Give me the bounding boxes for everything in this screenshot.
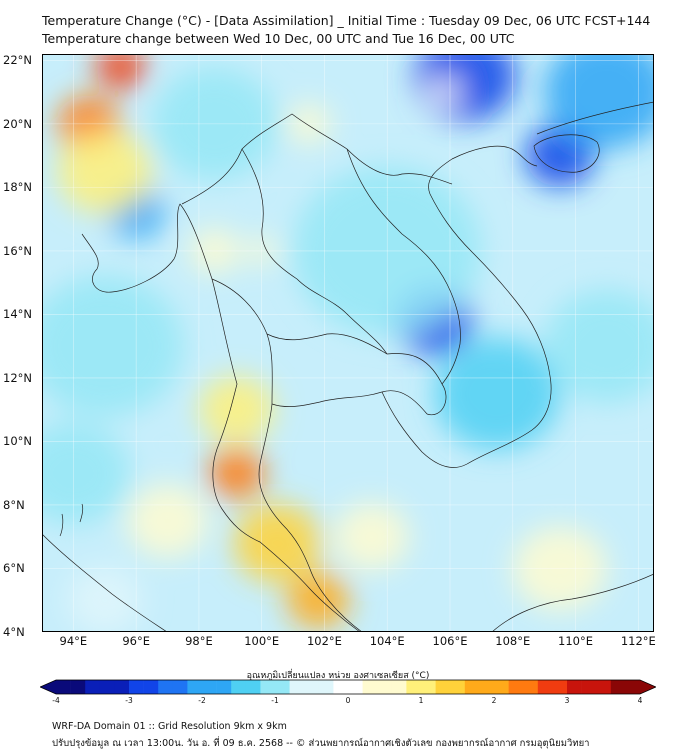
- colorbar-max-extension: [640, 680, 656, 694]
- colorbar-segment: [260, 680, 276, 694]
- colorbar-segment: [596, 680, 612, 694]
- anomaly-region: [333, 502, 410, 571]
- longitude-label: 108°E: [495, 634, 531, 648]
- colorbar-segment: [216, 680, 232, 694]
- footer-update-info: ปรับปรุงข้อมูล ณ เวลา 13:00น. วัน อ. ที่…: [52, 738, 590, 749]
- colorbar-segment: [391, 680, 407, 694]
- colorbar-segment: [610, 680, 626, 694]
- longitude-label: 94°E: [59, 634, 88, 648]
- longitude-label: 106°E: [432, 634, 468, 648]
- colorbar-segment: [567, 680, 582, 694]
- colorbar-segment: [99, 680, 115, 694]
- colorbar-segment: [245, 680, 261, 694]
- colorbar-segment: [348, 680, 363, 694]
- colorbar-segment: [289, 680, 305, 694]
- colorbar-segment: [129, 680, 144, 694]
- graticule: [42, 54, 654, 632]
- colorbar-segment: [362, 680, 378, 694]
- latitude-label: 20°N: [3, 116, 32, 131]
- colorbar-segment: [158, 680, 174, 694]
- latitude-label: 16°N: [3, 243, 32, 258]
- latitude-label: 14°N: [3, 307, 32, 322]
- latitude-label: 22°N: [3, 53, 32, 68]
- longitude-label: 112°E: [620, 634, 656, 648]
- colorbar-segment: [231, 680, 247, 694]
- anomaly-region: [286, 571, 350, 629]
- colorbar-segment: [377, 680, 393, 694]
- longitude-label: 98°E: [185, 634, 213, 648]
- colorbar-segment: [625, 680, 641, 694]
- anomaly-region: [67, 566, 143, 632]
- longitude-label: 96°E: [122, 634, 150, 648]
- anomaly-region: [42, 275, 184, 417]
- colorbar-segment: [85, 680, 101, 694]
- latitude-label: 18°N: [3, 180, 32, 195]
- anomaly-region: [208, 447, 265, 499]
- map-title-line1: Temperature Change (°C) - [Data Assimila…: [42, 13, 651, 28]
- colorbar-tick-label: -1: [271, 696, 279, 705]
- colorbar-segment: [421, 680, 436, 694]
- colorbar-segment: [318, 680, 334, 694]
- colorbar-segment: [508, 680, 524, 694]
- anomaly-region: [126, 484, 209, 558]
- anomaly-region: [42, 422, 130, 525]
- latitude-label: 8°N: [3, 497, 25, 512]
- colorbar-tick-label: 3: [564, 696, 570, 705]
- footer-domain-info: WRF-DA Domain 01 :: Grid Resolution 9km …: [52, 721, 287, 732]
- anomaly-region: [198, 375, 275, 444]
- colorbar-segment: [552, 680, 568, 694]
- colorbar-segment: [172, 680, 188, 694]
- coastlines-borders: [42, 101, 654, 632]
- anomaly-region: [233, 503, 322, 583]
- longitude-label: 104°E: [369, 634, 405, 648]
- colorbar-segment: [114, 680, 130, 694]
- temperature-change-map: [42, 54, 654, 632]
- longitude-label: 102°E: [306, 634, 342, 648]
- map-frame: [42, 54, 654, 632]
- colorbar-segment: [450, 680, 466, 694]
- colorbar-tick-label: 0: [345, 696, 351, 705]
- colorbar-segment: [304, 680, 320, 694]
- anomaly-region: [544, 289, 654, 403]
- anomaly-region: [57, 129, 152, 214]
- colorbar-segment: [56, 680, 71, 694]
- latitude-label: 10°N: [3, 434, 32, 449]
- colorbar-tick-label: 2: [491, 696, 497, 705]
- colorbar-segment: [464, 680, 480, 694]
- anomaly-region: [428, 77, 460, 107]
- colorbar-segment: [479, 680, 495, 694]
- latitude-label: 4°N: [3, 625, 25, 639]
- colorbar-segment: [333, 680, 349, 694]
- colorbar-segment: [275, 680, 290, 694]
- latitude-label: 6°N: [3, 561, 25, 576]
- colorbar-segment: [435, 680, 451, 694]
- colorbar-tick-label: -2: [198, 696, 206, 705]
- colorbar-segment: [70, 680, 86, 694]
- colorbar-segment: [406, 680, 422, 694]
- longitude-label: 100°E: [244, 634, 280, 648]
- colorbar-segment: [581, 680, 597, 694]
- colorbar-title: อุณหภูมิเปลี่ยนแปลง หน่วย องศาเซลเซียส (…: [246, 671, 430, 681]
- anomaly-region: [95, 54, 146, 90]
- colorbar-tick-label: 4: [637, 696, 643, 705]
- colorbar-segment: [143, 680, 159, 694]
- anomaly-region: [434, 337, 560, 451]
- colorbar-segment: [202, 680, 217, 694]
- map-title-line2: Temperature change between Wed 10 Dec, 0…: [42, 31, 515, 46]
- longitude-label: 110°E: [558, 634, 594, 648]
- colorbar-segment: [187, 680, 203, 694]
- colorbar-segment: [523, 680, 539, 694]
- colorbar-tick-label: 1: [418, 696, 424, 705]
- colorbar-tick-label: -3: [125, 696, 133, 705]
- anomaly-region: [544, 54, 654, 149]
- colorbar-min-extension: [40, 680, 56, 694]
- colorbar-segment: [494, 680, 509, 694]
- colorbar-segment: [537, 680, 553, 694]
- latitude-label: 12°N: [3, 370, 32, 385]
- colorbar-tick-label: -4: [52, 696, 60, 705]
- colorbar: [39, 679, 657, 695]
